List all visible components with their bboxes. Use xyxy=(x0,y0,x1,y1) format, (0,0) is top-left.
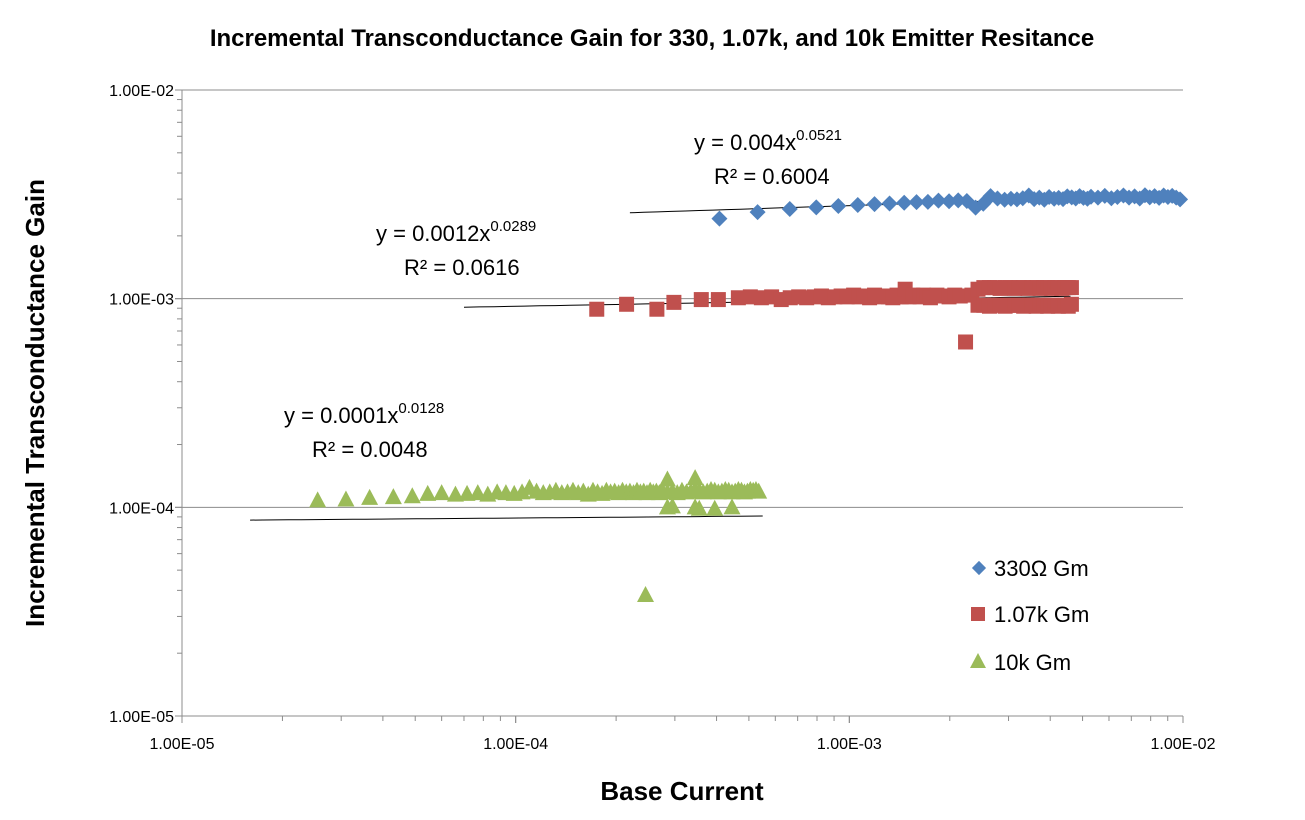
point-series-1 xyxy=(952,288,968,304)
x-tick-label-3: 1.00E-02 xyxy=(1151,736,1216,753)
y-tick-label-3: 1.00E-02 xyxy=(109,83,174,100)
point-series-0 xyxy=(950,192,967,209)
equation-10k-base: y = 0.0001x xyxy=(284,403,398,428)
point-series-2 xyxy=(403,487,421,504)
point-series-1 xyxy=(710,292,726,308)
r2-10k: R² = 0.0048 xyxy=(312,437,428,462)
data-points xyxy=(309,187,1189,603)
point-series-1 xyxy=(1063,296,1079,312)
legend-marker-330 xyxy=(971,560,987,576)
point-series-0 xyxy=(711,210,728,227)
legend-label-10k: 10k Gm xyxy=(994,650,1071,675)
point-series-1 xyxy=(589,301,605,317)
y-axis-title: Incremental Transconductance Gain xyxy=(20,179,50,627)
point-series-2 xyxy=(663,497,681,514)
point-series-0 xyxy=(830,198,847,215)
point-series-1 xyxy=(666,294,682,310)
point-series-0 xyxy=(1172,191,1189,208)
point-series-2 xyxy=(686,469,704,486)
equation-1070-exponent: 0.0289 xyxy=(490,218,536,235)
equation-330-base: y = 0.004x xyxy=(694,130,796,155)
x-tick-label-0: 1.00E-05 xyxy=(150,736,215,753)
point-series-2 xyxy=(723,498,741,515)
point-series-0 xyxy=(930,192,947,209)
axes xyxy=(175,89,1184,723)
r2-1070: R² = 0.0616 xyxy=(404,255,520,280)
point-series-2 xyxy=(419,484,437,501)
chart-title: Incremental Transconductance Gain for 33… xyxy=(210,25,1094,52)
point-series-0 xyxy=(919,193,936,210)
point-series-1 xyxy=(693,292,709,308)
equation-330: y = 0.004x0.0521 xyxy=(694,127,842,155)
equation-10k: y = 0.0001x0.0128 xyxy=(284,400,444,428)
equation-10k-exponent: 0.0128 xyxy=(398,400,444,417)
point-series-2 xyxy=(446,485,464,502)
x-axis-title: Base Current xyxy=(600,776,764,806)
point-series-2 xyxy=(469,484,487,501)
y-tick-label-0: 1.00E-05 xyxy=(109,709,174,726)
point-series-1 xyxy=(958,334,974,350)
legend-label-330: 330Ω Gm xyxy=(994,556,1089,581)
tick-labels: 1.00E-05 1.00E-04 1.00E-03 1.00E-02 1.00E-05… xyxy=(109,83,1216,753)
legend-item-10k: 10k Gm xyxy=(970,650,1071,675)
point-series-2 xyxy=(706,499,724,516)
point-series-0 xyxy=(941,193,958,210)
y-tick-label-1: 1.00E-04 xyxy=(109,500,174,517)
legend-marker-10k xyxy=(970,653,986,668)
legend-marker-1070 xyxy=(971,607,985,621)
point-series-1 xyxy=(649,301,665,317)
point-series-2 xyxy=(637,586,655,603)
point-series-1 xyxy=(730,290,746,306)
point-series-1 xyxy=(1063,280,1079,296)
point-series-0 xyxy=(781,200,798,217)
point-series-2 xyxy=(433,484,451,501)
point-series-0 xyxy=(849,197,866,214)
y-tick-label-2: 1.00E-03 xyxy=(109,292,174,309)
point-series-0 xyxy=(896,194,913,211)
equation-330-exponent: 0.0521 xyxy=(796,127,842,144)
legend-item-1070: 1.07k Gm xyxy=(971,602,1089,627)
r2-330: R² = 0.6004 xyxy=(714,164,830,189)
point-series-2 xyxy=(750,482,768,499)
point-series-2 xyxy=(690,499,708,516)
point-series-2 xyxy=(384,488,402,505)
point-series-2 xyxy=(658,470,676,487)
legend-item-330: 330Ω Gm xyxy=(971,556,1089,581)
equation-1070: y = 0.0012x0.0289 xyxy=(376,218,536,246)
trendline-equations: y = 0.004x0.0521 R² = 0.6004 y = 0.0012x… xyxy=(284,127,842,462)
x-tick-label-1: 1.00E-04 xyxy=(483,736,548,753)
point-series-2 xyxy=(361,488,379,505)
trendline-2 xyxy=(250,515,763,521)
point-series-0 xyxy=(881,195,898,212)
point-series-2 xyxy=(337,490,355,507)
point-series-0 xyxy=(866,196,883,213)
point-series-0 xyxy=(908,194,925,211)
point-series-2 xyxy=(309,491,327,508)
legend-label-1070: 1.07k Gm xyxy=(994,602,1089,627)
point-series-1 xyxy=(619,296,635,312)
x-tick-label-2: 1.00E-03 xyxy=(817,736,882,753)
point-series-2 xyxy=(513,483,531,500)
point-series-0 xyxy=(749,204,766,221)
legend: 330Ω Gm 1.07k Gm 10k Gm xyxy=(970,556,1089,675)
point-series-0 xyxy=(808,199,825,216)
equation-1070-base: y = 0.0012x xyxy=(376,221,490,246)
